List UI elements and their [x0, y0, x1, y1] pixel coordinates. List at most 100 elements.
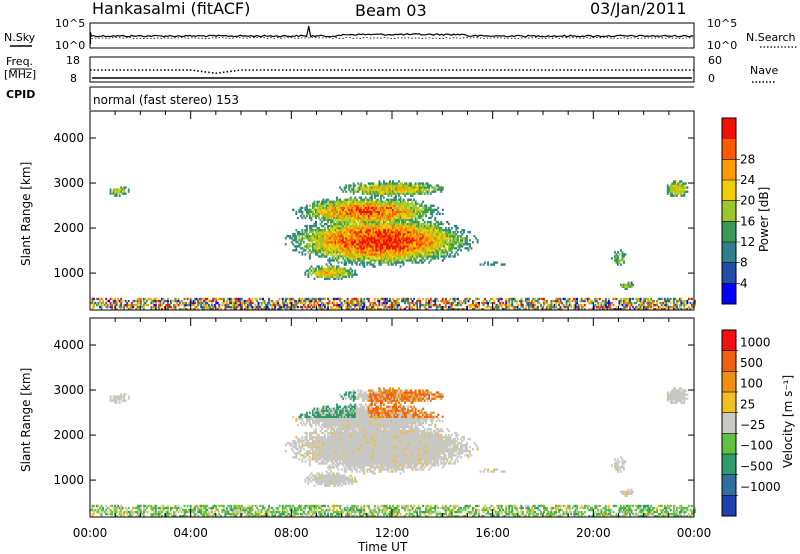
power-cell [313, 237, 316, 240]
power-cell [351, 229, 354, 232]
power-cell [331, 245, 334, 248]
power-cell [677, 192, 680, 195]
power-cell [192, 299, 195, 303]
power-cell [352, 243, 355, 246]
power-cell [142, 301, 145, 305]
power-cell [401, 249, 404, 252]
power-cell [331, 218, 334, 222]
power-cell [674, 184, 677, 187]
power-cell [379, 259, 382, 262]
power-cell [321, 229, 323, 232]
power-cell [416, 251, 419, 254]
cpid-label: CPID [6, 88, 35, 101]
power-cell [319, 237, 322, 240]
power-cell [376, 214, 379, 218]
power-cell [404, 229, 407, 232]
power-cell [647, 303, 650, 307]
power-cell [532, 303, 535, 307]
power-cell [440, 233, 443, 236]
power-cell [437, 253, 440, 256]
power-cell [343, 222, 346, 226]
power-cell [367, 233, 370, 236]
power-cell [626, 297, 628, 301]
power-cell [425, 231, 428, 234]
velocity-cell [93, 504, 95, 508]
power-cell [361, 261, 364, 264]
power-cell [312, 243, 314, 246]
power-cell [327, 202, 330, 205]
power-cell [378, 261, 381, 264]
power-cell [274, 303, 277, 307]
power-cell [378, 235, 381, 238]
power-cell [544, 308, 547, 311]
power-cell [417, 251, 420, 254]
power-cell [179, 301, 182, 305]
power-cell [334, 200, 337, 203]
power-cell [308, 226, 311, 230]
power-cell [408, 231, 411, 234]
power-cell [360, 184, 363, 187]
power-cell [376, 190, 379, 193]
power-cell [407, 297, 410, 301]
power-cell [354, 273, 357, 276]
power-cell [455, 229, 458, 232]
power-cell [417, 202, 420, 205]
power-cell [349, 253, 352, 256]
power-cell [414, 222, 417, 226]
power-cell [120, 188, 123, 191]
power-cell [398, 231, 400, 234]
power-cell [334, 277, 337, 280]
power-cell [354, 241, 357, 244]
power-cell [615, 259, 618, 262]
power-cell [414, 188, 417, 191]
power-cell [364, 188, 367, 191]
power-cell [458, 303, 461, 307]
power-cell [156, 299, 159, 303]
power-cell [334, 239, 337, 242]
power-cell [493, 301, 496, 305]
power-cell [416, 245, 419, 248]
power-cell [330, 259, 333, 262]
power-cell [496, 305, 499, 309]
power-cell [452, 231, 455, 234]
power-cell [339, 229, 342, 232]
power-cell [340, 220, 343, 224]
power-cell [662, 301, 665, 305]
power-cell [414, 229, 417, 232]
power-cell [331, 216, 334, 220]
power-cell [360, 202, 363, 205]
velocity-cell [135, 506, 138, 510]
power-cell [431, 229, 434, 232]
power-cell [437, 237, 440, 240]
power-cell [414, 301, 417, 305]
power-cell [357, 259, 360, 262]
power-cell [396, 206, 399, 210]
power-cell [361, 237, 364, 240]
power-cell [346, 216, 349, 220]
power-cell [453, 241, 456, 244]
power-cell [387, 263, 390, 266]
power-cell [333, 239, 336, 242]
power-cell [363, 190, 366, 193]
power-cell [484, 261, 487, 264]
power-cell [469, 245, 471, 248]
power-cell [348, 210, 351, 214]
power-cell [346, 212, 349, 216]
power-cell [206, 297, 209, 301]
power-cell [434, 239, 437, 242]
power-cell [268, 299, 271, 303]
velocity-cell [127, 397, 130, 400]
power-cell [369, 184, 372, 187]
power-cell [399, 204, 402, 207]
power-cell [295, 247, 298, 250]
power-cell [375, 200, 378, 203]
power-cell [411, 253, 414, 256]
power-cell [322, 273, 325, 276]
power-cell [370, 233, 373, 236]
power-cell [207, 305, 210, 309]
power-cell [392, 229, 394, 232]
power-cell [336, 255, 339, 258]
power-cell [417, 224, 420, 228]
power-cell [212, 297, 215, 301]
power-cell [360, 257, 363, 260]
